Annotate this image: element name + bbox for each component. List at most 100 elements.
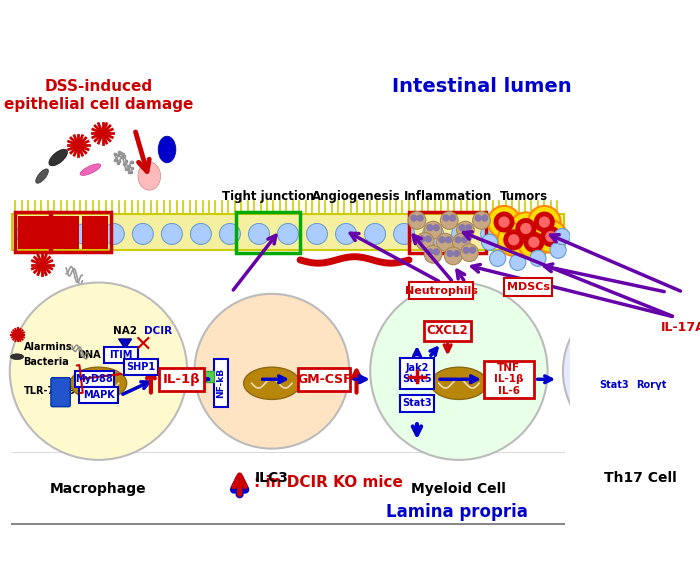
Text: DSS-induced
epithelial cell damage: DSS-induced epithelial cell damage — [4, 79, 193, 112]
Bar — [160, 368, 204, 390]
Circle shape — [481, 214, 489, 222]
Circle shape — [248, 223, 270, 244]
Circle shape — [16, 223, 37, 244]
Circle shape — [494, 212, 514, 233]
Circle shape — [563, 294, 700, 449]
Text: MAPK: MAPK — [83, 390, 114, 400]
Circle shape — [444, 247, 462, 265]
Circle shape — [442, 214, 449, 222]
Circle shape — [539, 223, 560, 244]
Polygon shape — [119, 339, 132, 349]
Bar — [400, 358, 434, 389]
Circle shape — [454, 236, 462, 243]
Circle shape — [545, 231, 557, 242]
Ellipse shape — [612, 367, 668, 400]
Bar — [298, 368, 351, 390]
Bar — [125, 359, 158, 375]
Text: Th17 Cell: Th17 Cell — [604, 471, 677, 485]
Circle shape — [393, 223, 414, 244]
Circle shape — [436, 233, 454, 251]
Circle shape — [510, 212, 542, 244]
Circle shape — [475, 214, 482, 222]
Bar — [18, 216, 48, 248]
Circle shape — [132, 223, 153, 244]
Circle shape — [162, 223, 183, 244]
Circle shape — [433, 248, 440, 255]
Bar — [409, 282, 473, 299]
Circle shape — [539, 216, 550, 228]
Text: Intestinal lumen: Intestinal lumen — [392, 77, 571, 96]
Circle shape — [520, 223, 531, 234]
Circle shape — [426, 224, 433, 231]
Text: CXCL2: CXCL2 — [427, 325, 468, 338]
Circle shape — [489, 250, 505, 267]
Circle shape — [528, 237, 540, 248]
Bar — [504, 278, 552, 297]
Circle shape — [515, 218, 536, 239]
Circle shape — [335, 223, 356, 244]
Circle shape — [518, 226, 550, 258]
Text: Rorγt: Rorγt — [636, 380, 666, 390]
Circle shape — [425, 236, 432, 243]
Text: MyD88: MyD88 — [76, 374, 113, 384]
Text: Alarmins: Alarmins — [24, 342, 72, 352]
Circle shape — [426, 248, 433, 255]
Text: DCIR: DCIR — [144, 326, 173, 336]
Circle shape — [452, 233, 470, 251]
Bar — [484, 361, 534, 398]
Text: Angiogenesis: Angiogenesis — [312, 190, 401, 203]
Circle shape — [74, 223, 95, 244]
Text: DNA: DNA — [77, 350, 100, 360]
Text: : in DCIR KO mice: : in DCIR KO mice — [254, 475, 403, 490]
Circle shape — [433, 224, 440, 231]
Circle shape — [416, 233, 434, 250]
Bar — [75, 371, 114, 387]
Circle shape — [444, 236, 452, 243]
Bar — [635, 377, 667, 393]
Ellipse shape — [70, 367, 127, 400]
Circle shape — [534, 212, 555, 233]
Circle shape — [46, 223, 66, 244]
Bar — [236, 212, 300, 253]
Text: Stat3: Stat3 — [402, 398, 432, 408]
Circle shape — [528, 206, 561, 238]
Circle shape — [461, 244, 478, 261]
Circle shape — [498, 224, 530, 256]
Text: TNF
IL-1β
IL-6: TNF IL-1β IL-6 — [494, 363, 524, 396]
Circle shape — [554, 229, 570, 244]
Bar — [15, 212, 51, 252]
FancyBboxPatch shape — [51, 377, 70, 407]
Circle shape — [535, 220, 567, 253]
Circle shape — [423, 223, 444, 244]
Bar — [79, 387, 118, 404]
Text: SHP1: SHP1 — [127, 362, 156, 372]
Circle shape — [219, 223, 240, 244]
Circle shape — [447, 250, 454, 257]
Text: ✕: ✕ — [134, 335, 152, 355]
Circle shape — [540, 226, 561, 247]
Ellipse shape — [244, 367, 300, 400]
Circle shape — [503, 229, 524, 250]
Circle shape — [424, 222, 442, 239]
Circle shape — [524, 231, 545, 253]
Circle shape — [473, 212, 491, 229]
Circle shape — [440, 212, 458, 229]
Text: Myeloid Cell: Myeloid Cell — [412, 482, 506, 496]
Bar — [400, 396, 434, 411]
Ellipse shape — [158, 136, 176, 163]
Text: IL-1β: IL-1β — [162, 373, 200, 386]
Circle shape — [482, 234, 498, 250]
Circle shape — [452, 223, 472, 244]
Circle shape — [418, 236, 426, 243]
Circle shape — [498, 216, 510, 228]
Bar — [424, 321, 471, 340]
Circle shape — [449, 214, 456, 222]
Circle shape — [456, 222, 474, 239]
Bar — [104, 347, 138, 363]
Text: IL-17A: IL-17A — [661, 321, 700, 334]
Bar — [409, 212, 486, 253]
Bar — [52, 216, 79, 248]
Text: GM-CSF: GM-CSF — [297, 373, 351, 386]
Ellipse shape — [138, 162, 160, 190]
Circle shape — [10, 282, 187, 460]
